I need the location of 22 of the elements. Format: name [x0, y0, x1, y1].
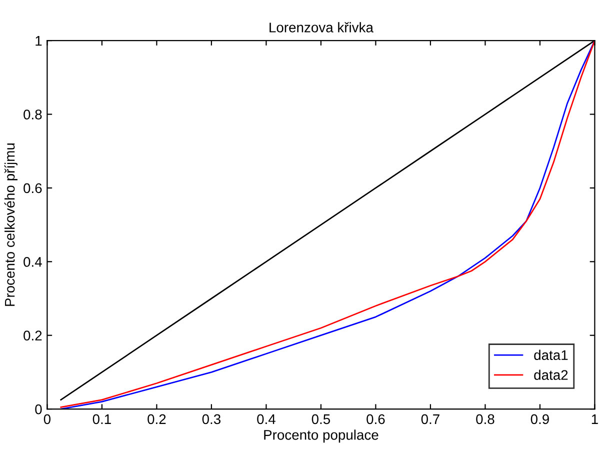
x-tick-label: 0: [44, 414, 51, 424]
legend-label: data1: [534, 350, 568, 360]
y-tick-label: 0.4: [24, 256, 42, 267]
chart-title: Lorenzova křivka: [270, 22, 374, 32]
legend-label: data2: [534, 370, 568, 380]
x-tick-label: 0.8: [476, 414, 494, 424]
x-tick-label: 0.1: [92, 414, 111, 424]
y-tick-label: 0.6: [24, 183, 42, 194]
y-tick-label: 0.8: [24, 110, 42, 120]
y-tick-label: 1: [36, 36, 42, 46]
x-tick-label: 0.2: [148, 414, 166, 424]
y-tick-label: 0: [35, 404, 42, 414]
x-tick-label: 0.5: [312, 414, 330, 424]
x-tick-label: 0.6: [366, 414, 385, 424]
x-tick-label: 0.7: [421, 414, 440, 424]
x-tick-label: 1: [592, 414, 598, 424]
x-axis-title: Procento populace: [264, 430, 378, 443]
x-tick-label: 0.9: [530, 414, 549, 424]
y-axis-title: Procento celkového příjmu: [4, 144, 18, 306]
x-tick-label: 0.3: [202, 414, 220, 424]
x-tick-label: 0.4: [257, 414, 276, 424]
y-tick-label: 0.2: [24, 330, 42, 341]
